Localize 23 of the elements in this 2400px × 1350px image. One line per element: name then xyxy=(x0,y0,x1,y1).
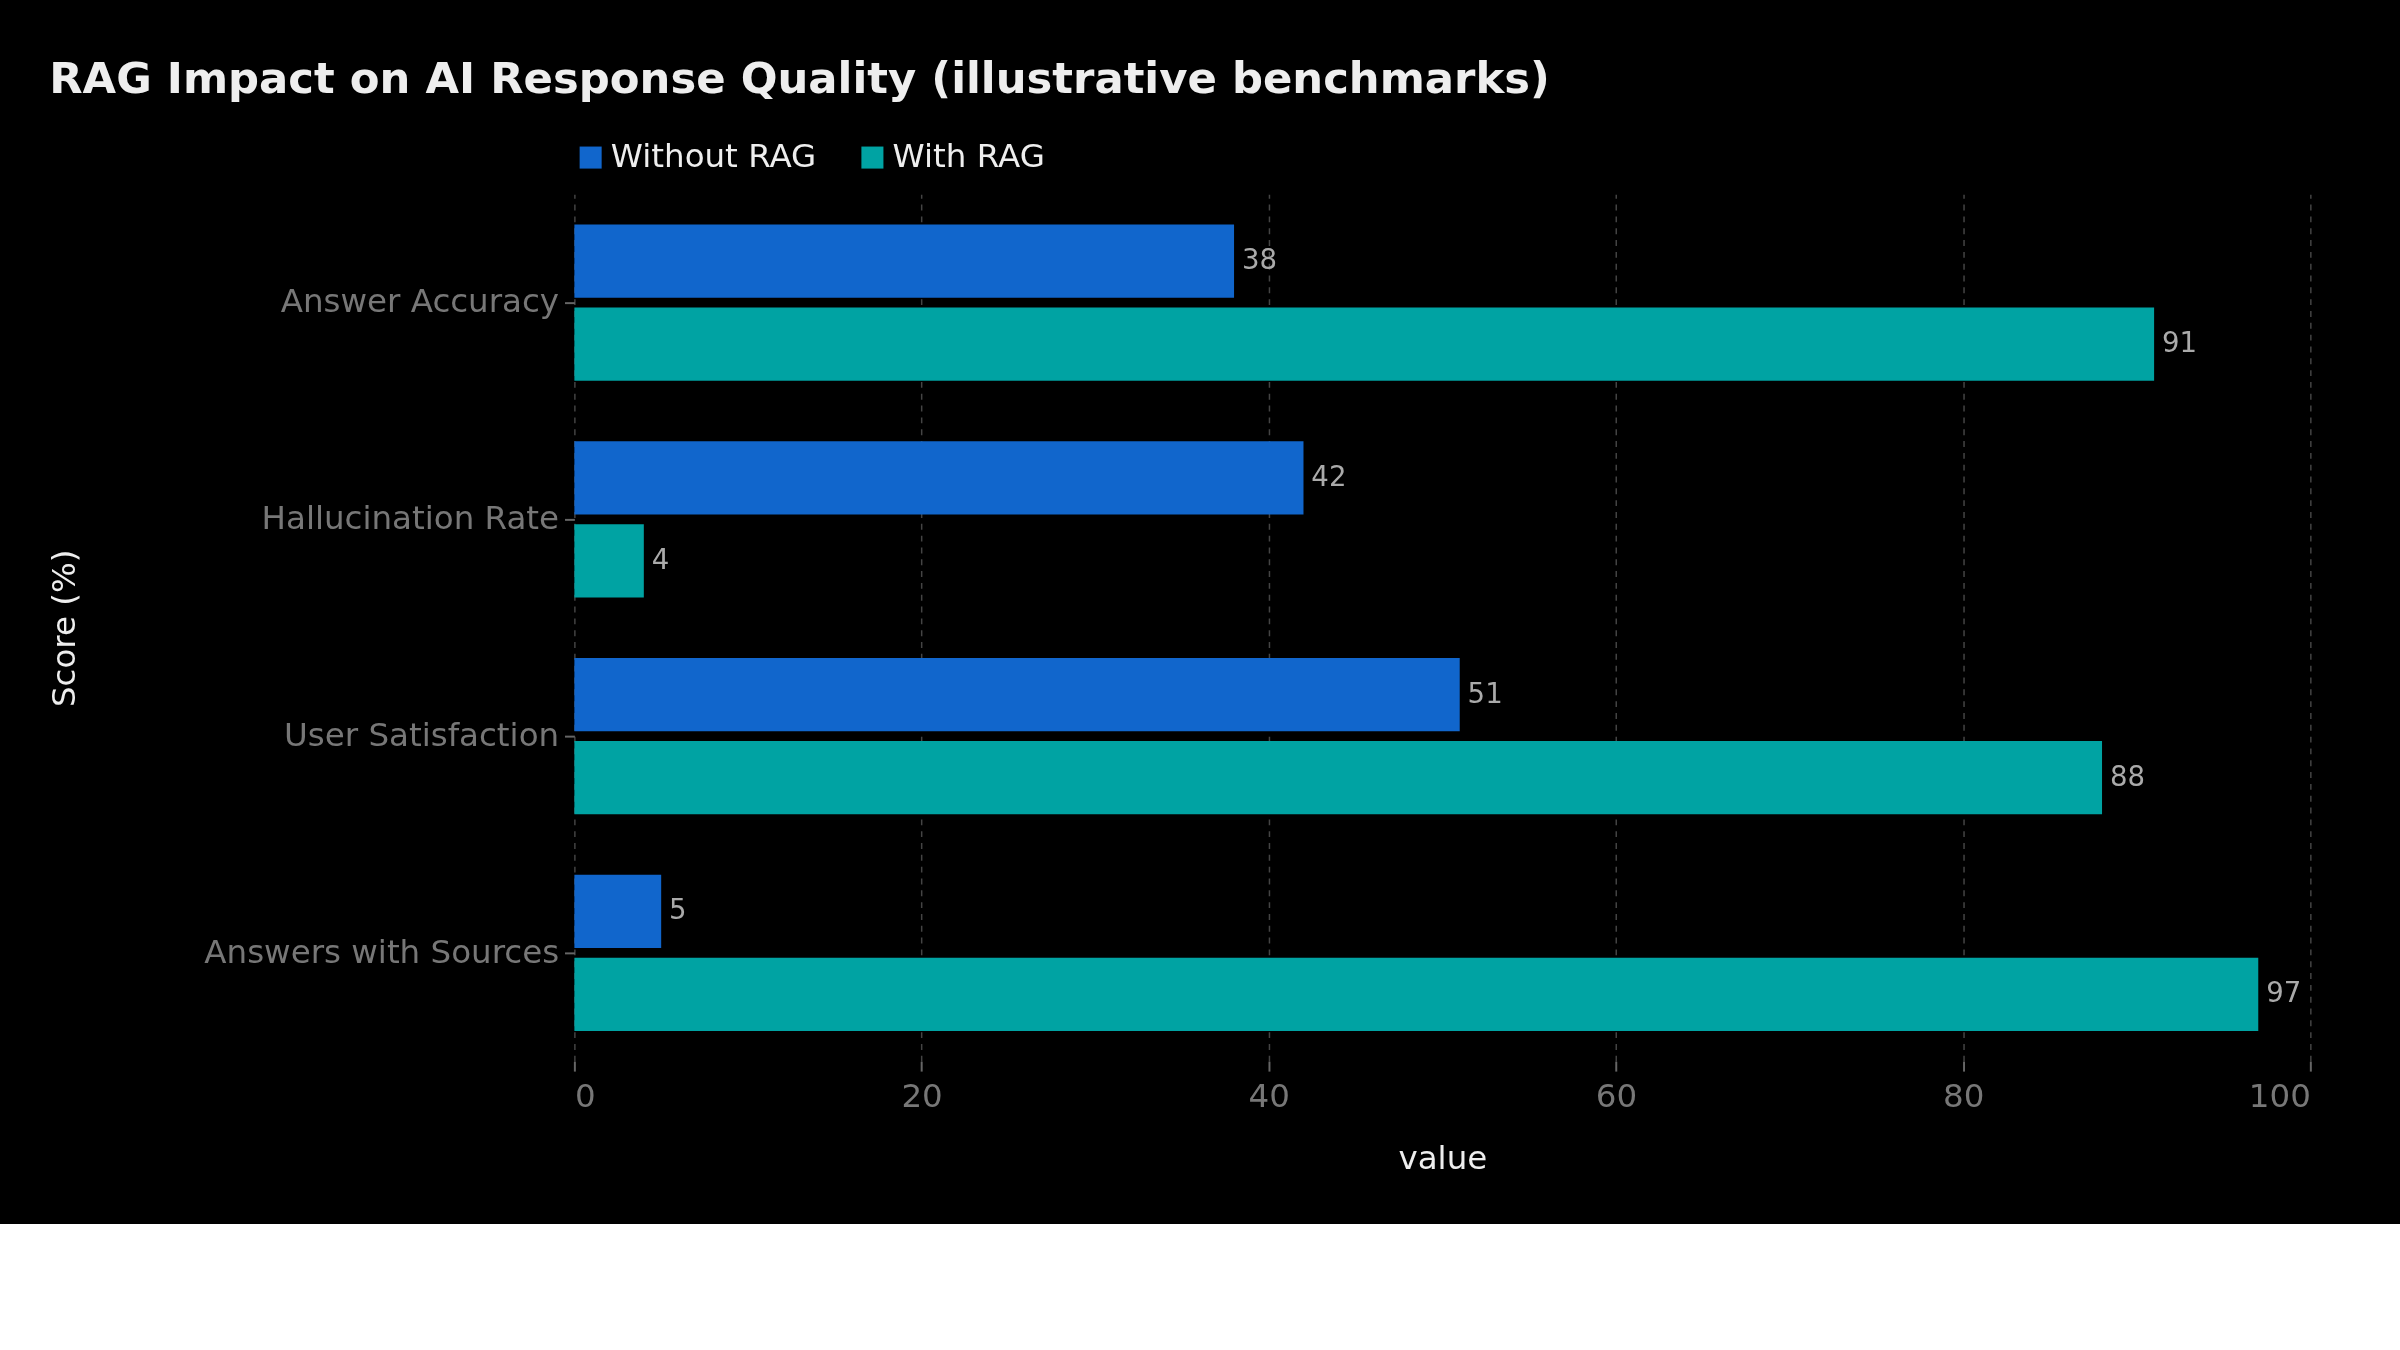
x-tick-label: 100 xyxy=(2248,1077,2311,1116)
x-tick-label: 0 xyxy=(574,1077,596,1116)
data-label: 4 xyxy=(651,542,670,576)
x-tick-label: 60 xyxy=(1595,1077,1638,1116)
y-tick-label: User Satisfaction xyxy=(283,715,560,754)
x-tick-label: 80 xyxy=(1942,1077,1985,1116)
x-tick-label: 20 xyxy=(901,1077,943,1116)
data-label: 51 xyxy=(1467,676,1503,710)
x-axis-title: value xyxy=(1398,1139,1488,1178)
y-tick-label: Answers with Sources xyxy=(204,932,560,971)
data-label: 38 xyxy=(1241,243,1278,277)
data-label: 91 xyxy=(2161,326,2198,360)
data-label: 5 xyxy=(669,893,687,927)
data-label: 88 xyxy=(2109,759,2146,793)
data-label: 97 xyxy=(2266,976,2302,1010)
legend-label: With RAG xyxy=(892,137,1045,176)
y-tick-label: Hallucination Rate xyxy=(261,499,560,538)
y-axis-title: Score (%) xyxy=(45,549,84,708)
data-label: 42 xyxy=(1311,459,1347,493)
x-tick-label: 40 xyxy=(1248,1077,1290,1116)
chart-title: RAG Impact on AI Response Quality (illustrative benchmarks) xyxy=(49,52,1550,103)
y-tick-label: Answer Accuracy xyxy=(280,282,560,321)
legend-label: Without RAG xyxy=(610,137,817,176)
